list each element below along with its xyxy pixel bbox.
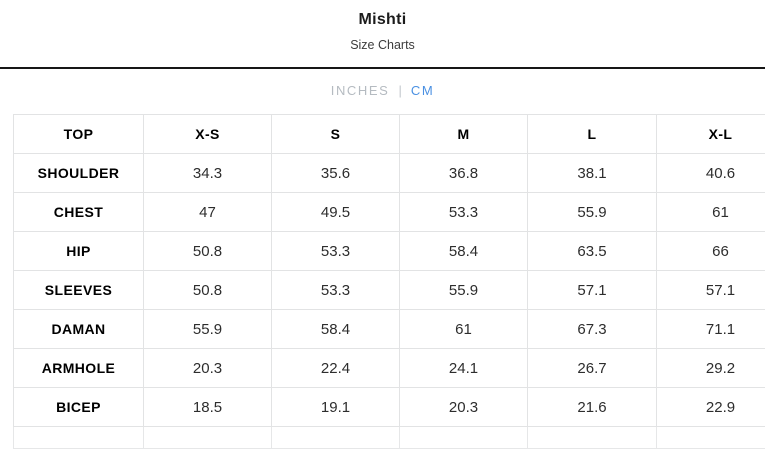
unit-separator: | (398, 83, 402, 98)
size-value: 63.5 (527, 231, 657, 271)
size-value: 21.6 (527, 387, 657, 427)
table-row: HIP 50.8 53.3 58.4 63.5 66 (13, 231, 765, 271)
column-header: S (271, 114, 400, 154)
table-row: ARMHOLE 20.3 22.4 24.1 26.7 29.2 (13, 348, 765, 388)
size-value: 53.3 (271, 231, 400, 271)
size-chart-table-container: TOP X-S S M L X-L SHOULDER 34.3 35.6 36.8 38.1 40.… (13, 114, 765, 449)
size-value: 34.3 (143, 153, 272, 193)
empty-cell (527, 426, 657, 449)
size-chart-header: Mishti Size Charts (0, 0, 765, 52)
size-value: 35.6 (271, 153, 400, 193)
size-value: 61 (656, 192, 765, 232)
column-header: M (399, 114, 528, 154)
column-header: X-L (656, 114, 765, 154)
empty-cell (143, 426, 272, 449)
size-value: 58.4 (271, 309, 400, 349)
page-subtitle: Size Charts (350, 38, 415, 52)
unit-toggle: INCHES | CM (0, 83, 765, 98)
table-row: SLEEVES 50.8 53.3 55.9 57.1 57.1 (13, 270, 765, 310)
size-chart-table: TOP X-S S M L X-L SHOULDER 34.3 35.6 36.8 38.1 40.… (13, 114, 765, 449)
unit-inches-button[interactable]: INCHES (330, 83, 390, 98)
table-row: SHOULDER 34.3 35.6 36.8 38.1 40.6 (13, 153, 765, 193)
row-label: BICEP (13, 387, 144, 427)
size-value: 49.5 (271, 192, 400, 232)
header-divider (0, 67, 765, 69)
size-value: 22.9 (656, 387, 765, 427)
size-value: 29.2 (656, 348, 765, 388)
size-value: 24.1 (399, 348, 528, 388)
size-value: 55.9 (143, 309, 272, 349)
empty-cell (13, 426, 144, 449)
size-value: 26.7 (527, 348, 657, 388)
size-value: 66 (656, 231, 765, 271)
size-value: 53.3 (271, 270, 400, 310)
size-value: 71.1 (656, 309, 765, 349)
size-value: 22.4 (271, 348, 400, 388)
table-empty-row (13, 426, 765, 449)
size-value: 20.3 (143, 348, 272, 388)
table-row: DAMAN 55.9 58.4 61 67.3 71.1 (13, 309, 765, 349)
size-value: 61 (399, 309, 528, 349)
row-label: SHOULDER (13, 153, 144, 193)
column-header: L (527, 114, 657, 154)
size-value: 20.3 (399, 387, 528, 427)
empty-cell (399, 426, 528, 449)
empty-cell (656, 426, 765, 449)
size-value: 50.8 (143, 270, 272, 310)
row-label: DAMAN (13, 309, 144, 349)
table-row: CHEST 47 49.5 53.3 55.9 61 (13, 192, 765, 232)
row-label: SLEEVES (13, 270, 144, 310)
size-value: 57.1 (656, 270, 765, 310)
row-label: HIP (13, 231, 144, 271)
size-value: 47 (143, 192, 272, 232)
page-title: Mishti (358, 11, 407, 28)
size-value: 19.1 (271, 387, 400, 427)
size-value: 53.3 (399, 192, 528, 232)
size-chart-body: SHOULDER 34.3 35.6 36.8 38.1 40.6 CHEST 47 49.5 5… (13, 153, 765, 449)
empty-cell (271, 426, 400, 449)
size-value: 55.9 (399, 270, 528, 310)
size-value: 57.1 (527, 270, 657, 310)
row-label: ARMHOLE (13, 348, 144, 388)
size-value: 67.3 (527, 309, 657, 349)
size-value: 38.1 (527, 153, 657, 193)
size-value: 36.8 (399, 153, 528, 193)
column-header-row: TOP X-S S M L X-L (13, 114, 765, 154)
table-row: BICEP 18.5 19.1 20.3 21.6 22.9 (13, 387, 765, 427)
size-value: 58.4 (399, 231, 528, 271)
unit-cm-button[interactable]: CM (410, 83, 435, 98)
size-value: 18.5 (143, 387, 272, 427)
column-header: TOP (13, 114, 144, 154)
size-chart-head: TOP X-S S M L X-L (13, 114, 765, 154)
column-header: X-S (143, 114, 272, 154)
size-value: 40.6 (656, 153, 765, 193)
row-label: CHEST (13, 192, 144, 232)
size-value: 55.9 (527, 192, 657, 232)
size-value: 50.8 (143, 231, 272, 271)
